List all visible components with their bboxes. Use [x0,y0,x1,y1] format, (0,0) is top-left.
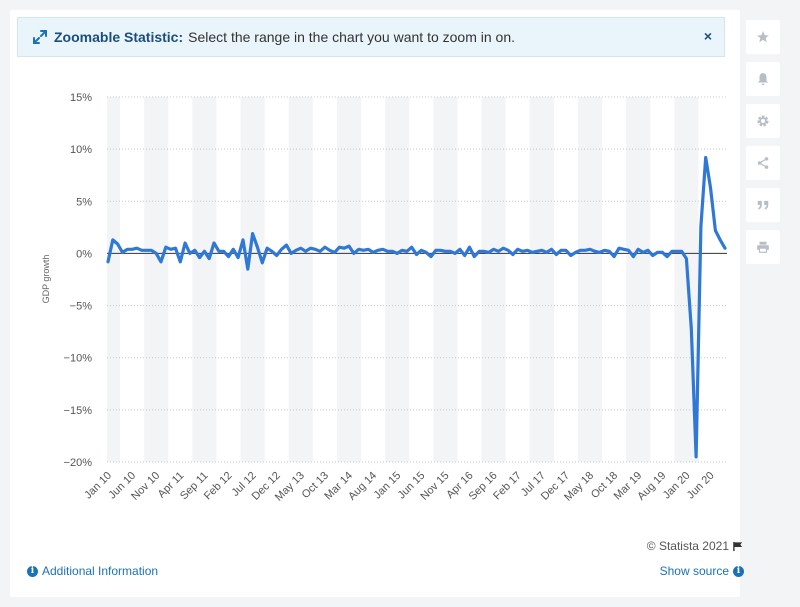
band [626,97,651,462]
y-axis-ticks: 15% 10% 5% 0% −5% −10% −15% −20% [64,92,93,469]
additional-information-label: Additional Information [42,564,159,578]
zoom-banner: Zoomable Statistic: Select the range in … [17,17,725,57]
gear-icon [757,115,769,127]
quote-icon [757,200,769,210]
y-tick-label: 0% [76,248,92,260]
statista-credit: © Statista 2021 [647,539,744,553]
y-axis-label: GDP growth [41,255,51,304]
favorite-button[interactable] [746,20,780,54]
info-icon: i [733,565,744,577]
close-banner-button[interactable]: × [703,28,712,44]
y-tick-label: −10% [64,353,93,365]
banner-text: Select the range in the chart you want t… [188,29,516,45]
x-tick-label: Jun 20 [685,470,717,502]
bell-icon [757,73,769,86]
show-source-label: Show source [659,564,729,578]
band [433,97,458,462]
y-tick-label: 5% [76,196,92,208]
chart-card [10,10,740,597]
share-button[interactable] [746,146,780,180]
star-icon [757,31,769,43]
alternating-bands [107,97,699,462]
band [192,97,217,462]
band [107,97,121,462]
y-tick-label: 10% [70,144,92,156]
band [481,97,506,462]
credit-text: © Statista 2021 [646,539,729,553]
notification-button[interactable] [746,62,780,96]
band [288,97,313,462]
y-tick-label: 15% [70,92,92,104]
band [240,97,265,462]
additional-information-link[interactable]: i Additional Information [27,564,158,578]
banner-title: Zoomable Statistic: [54,29,184,45]
show-source-link[interactable]: Show source i [660,564,744,578]
share-icon [757,157,769,169]
info-icon: i [27,565,38,577]
gridlines [107,96,727,463]
settings-button[interactable] [746,104,780,138]
series-line[interactable] [106,155,727,459]
y-tick-label: −15% [64,405,93,417]
cite-button[interactable] [746,188,780,222]
print-button[interactable] [746,230,780,264]
flag-icon [733,541,743,551]
band [577,97,603,462]
expand-arrows-icon [33,30,47,44]
band [385,97,410,462]
y-tick-label: −5% [70,301,93,313]
band [144,97,169,462]
y-tick-label: −20% [64,457,93,469]
band [529,97,554,462]
band [336,97,362,462]
print-icon [757,241,769,253]
